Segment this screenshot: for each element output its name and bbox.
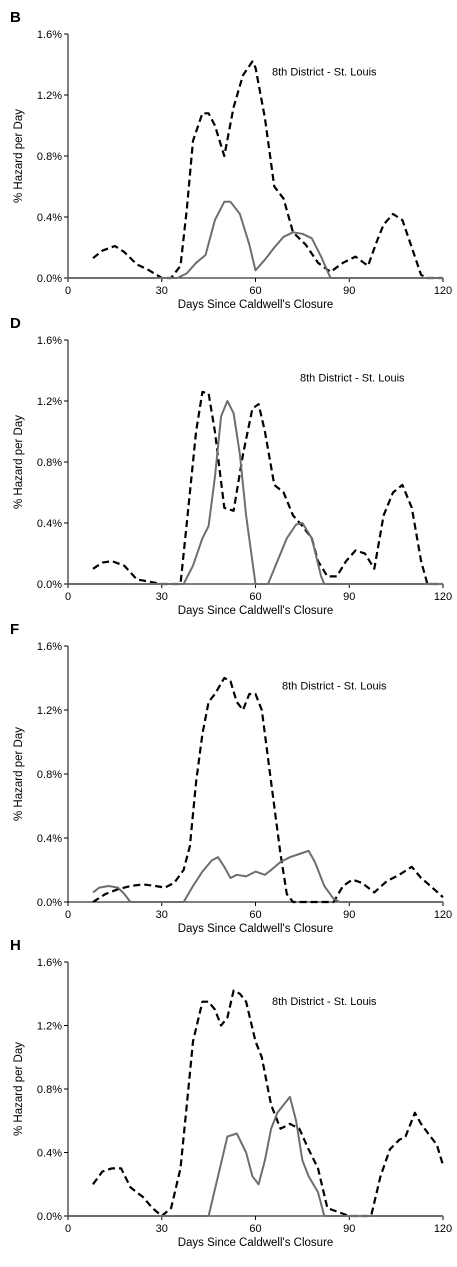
x-tick-label: 120	[434, 285, 452, 297]
series-line-solid	[68, 400, 443, 585]
y-tick-label: 0.0%	[37, 1211, 62, 1223]
district-annotation: 8th District - St. Louis	[282, 681, 387, 693]
x-axis-title: Days Since Caldwell's Closure	[178, 923, 334, 935]
chart-panel-h: H 0.0% 0.4% 0.8% 1.2% 1.6% 0 30 60 90 120 Days Sinc…	[10, 937, 452, 1249]
x-tick-label: 120	[434, 591, 452, 603]
x-tick-label: 90	[343, 909, 355, 921]
x-tick-label: 60	[249, 285, 261, 297]
series-line-dashed	[92, 989, 445, 1218]
x-axis-title: Days Since Caldwell's Closure	[178, 299, 334, 311]
y-tick-label: 1.6%	[37, 641, 62, 653]
x-tick-label: 0	[65, 285, 71, 297]
y-axis-title: % Hazard per Day	[13, 727, 25, 821]
series-line-dashed	[92, 676, 444, 904]
x-tick-label: 0	[65, 591, 71, 603]
y-axis-title: % Hazard per Day	[13, 109, 25, 203]
series-line-solid	[68, 200, 443, 279]
panel-letter: D	[10, 315, 21, 332]
district-annotation: 8th District - St. Louis	[272, 66, 377, 78]
panel-letter: F	[10, 621, 19, 638]
x-tick-label: 30	[156, 909, 168, 921]
x-tick-label: 120	[434, 1223, 452, 1235]
x-tick-label: 120	[434, 909, 452, 921]
y-tick-label: 0.4%	[37, 833, 62, 845]
series-line-solid	[92, 849, 443, 903]
x-tick-label: 30	[156, 591, 168, 603]
panel-letter: B	[10, 9, 21, 26]
chart-panel-f: F 0.0% 0.4% 0.8% 1.2% 1.6% 0 30 60 90 120 Days Sinc…	[10, 621, 452, 935]
y-tick-label: 1.2%	[37, 705, 62, 717]
y-axis-title: % Hazard per Day	[13, 415, 25, 509]
y-tick-label: 1.2%	[37, 90, 62, 102]
series-line-dashed	[92, 60, 443, 280]
x-axis-title: Days Since Caldwell's Closure	[178, 605, 334, 617]
x-tick-label: 60	[249, 909, 261, 921]
x-tick-label: 90	[343, 285, 355, 297]
series-line-solid	[68, 1095, 443, 1217]
x-tick-label: 0	[65, 1223, 71, 1235]
y-tick-label: 1.2%	[37, 1021, 62, 1033]
x-axis-title: Days Since Caldwell's Closure	[178, 1237, 334, 1249]
x-tick-label: 90	[343, 591, 355, 603]
district-annotation: 8th District - St. Louis	[272, 996, 377, 1008]
chart-panel-b: B 0.0% 0.4% 0.8% 1.2% 1.6% 0 30 60 90 120 Days Sinc…	[10, 9, 452, 311]
x-tick-label: 60	[249, 1223, 261, 1235]
district-annotation: 8th District - St. Louis	[300, 372, 405, 384]
y-tick-label: 0.4%	[37, 518, 62, 530]
x-tick-label: 30	[156, 1223, 168, 1235]
y-tick-label: 0.8%	[37, 151, 62, 163]
y-tick-label: 0.0%	[37, 897, 62, 909]
y-axis-title: % Hazard per Day	[13, 1042, 25, 1136]
y-tick-label: 0.4%	[37, 212, 62, 224]
y-tick-label: 0.8%	[37, 1084, 62, 1096]
y-tick-label: 0.0%	[37, 579, 62, 591]
x-tick-label: 90	[343, 1223, 355, 1235]
y-tick-label: 0.8%	[37, 769, 62, 781]
x-tick-label: 30	[156, 285, 168, 297]
y-tick-label: 0.0%	[37, 273, 62, 285]
x-tick-label: 60	[249, 591, 261, 603]
y-tick-label: 1.2%	[37, 396, 62, 408]
y-tick-label: 1.6%	[37, 957, 62, 969]
series-line-dashed	[92, 390, 443, 586]
y-tick-label: 1.6%	[37, 29, 62, 41]
y-tick-label: 0.4%	[37, 1148, 62, 1160]
y-tick-label: 0.8%	[37, 457, 62, 469]
y-tick-label: 1.6%	[37, 335, 62, 347]
chart-panel-d: D 0.0% 0.4% 0.8% 1.2% 1.6% 0 30 60 90 120 Days Sinc…	[10, 315, 452, 617]
x-tick-label: 0	[65, 909, 71, 921]
panel-letter: H	[10, 937, 21, 954]
